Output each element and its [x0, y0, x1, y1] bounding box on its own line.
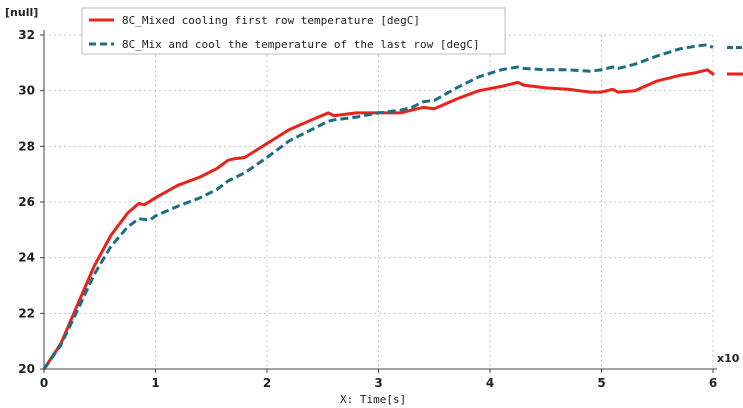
y-tick-label: 30 — [18, 84, 35, 98]
series-line-last-row — [42, 43, 714, 370]
x-tick-label: 1 — [151, 376, 159, 390]
x-tick-label: 0 — [40, 376, 48, 390]
y-tick-label: 28 — [18, 139, 35, 153]
right-edge-markers — [727, 46, 743, 76]
gridlines — [43, 34, 714, 370]
y-tick-label: 26 — [18, 195, 35, 209]
x-tick-label: 5 — [597, 376, 605, 390]
x-tick-label: 3 — [374, 376, 382, 390]
legend-box — [81, 7, 506, 55]
legend-label-last-row: 8C_Mix and cool the temperature of the l… — [122, 38, 480, 51]
legend: 8C_Mixed cooling first row temperature [… — [81, 7, 506, 55]
chart-axes — [40, 30, 717, 373]
y-unit-label: [null] — [5, 6, 38, 19]
x-tick-label: 2 — [263, 376, 271, 390]
y-tick-label: 32 — [18, 28, 35, 42]
y-tick-label: 22 — [18, 306, 35, 320]
y-tick-label: 20 — [18, 362, 35, 376]
plot-series — [42, 43, 715, 371]
x-tick-label: 6 — [709, 376, 717, 390]
legend-label-first-row: 8C_Mixed cooling first row temperature [… — [122, 14, 420, 27]
x-multiplier-label: x10 — [717, 352, 740, 365]
tick-labels: 20 22 24 26 28 30 32 0 1 2 3 4 5 6 — [18, 28, 717, 390]
x-tick-label: 4 — [486, 376, 494, 390]
y-tick-label: 24 — [18, 251, 35, 265]
x-axis-label: X: Time[s] — [340, 393, 406, 406]
